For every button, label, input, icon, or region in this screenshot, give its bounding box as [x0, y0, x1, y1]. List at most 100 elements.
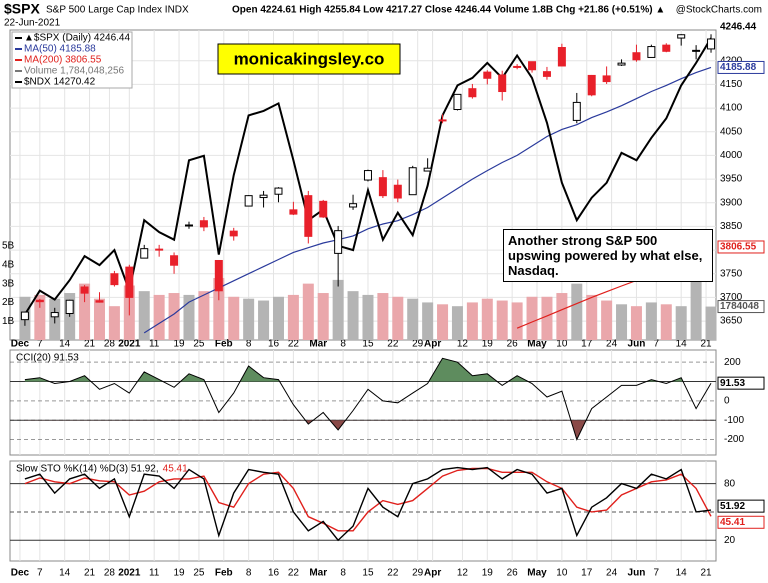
volume-bar	[601, 300, 613, 340]
volume-bar	[287, 294, 299, 340]
candle-body	[692, 49, 701, 52]
x-tick-label: 25	[193, 568, 205, 579]
candle-body	[155, 248, 164, 251]
volume-bar	[496, 300, 508, 340]
volume-bar	[422, 302, 434, 340]
legend-label: $NDX 14270.42	[24, 77, 96, 88]
quote: Open 4224.61 High 4255.84 Low 4217.27 Cl…	[232, 5, 665, 16]
legend-box	[11, 31, 133, 89]
volume-bar	[645, 302, 657, 340]
volume-bar	[332, 279, 344, 340]
y-tick-label: -100	[724, 415, 744, 426]
candle-body	[707, 38, 716, 50]
volume-tick-label: 4B	[2, 259, 15, 270]
y-tick-label: -200	[724, 434, 744, 445]
volume-bar	[168, 293, 180, 340]
x-tick-label: May	[527, 339, 547, 350]
sto-line	[24, 466, 712, 542]
last-value-box	[717, 60, 765, 74]
volume-tick-label: 3B	[2, 278, 15, 289]
candle-body	[662, 44, 671, 52]
candle-body	[677, 34, 686, 39]
candle-body	[304, 195, 313, 237]
candle-body	[393, 184, 402, 199]
series-line	[24, 37, 712, 316]
x-tick-label: May	[527, 568, 547, 579]
x-tick-label: 7	[654, 568, 660, 579]
volume-bar	[34, 294, 46, 340]
banner-box	[217, 43, 401, 75]
x-tick-label: 7	[37, 568, 43, 579]
candle-body	[513, 65, 522, 68]
legend-label: ▲$SPX (Daily) 4246.44	[24, 33, 130, 44]
volume-bar	[377, 293, 389, 340]
candle-body	[528, 61, 537, 71]
x-tick-label: Feb	[215, 568, 233, 579]
y-tick-label: 4150	[720, 79, 743, 90]
volume-bar	[198, 291, 210, 340]
candle-body	[498, 74, 507, 93]
x-tick-label: Mar	[309, 568, 327, 579]
x-tick-label: 8	[246, 339, 252, 350]
panel-legend: Slow STO %K(14) %D(3) 51.92,	[16, 464, 159, 475]
annotation: Another strong S&P 500 upswing powered b…	[503, 229, 713, 282]
x-tick-label: 26	[507, 339, 519, 350]
legend-label: Volume 1,784,048,256	[24, 66, 125, 77]
candle-body	[35, 299, 44, 303]
volume-bar	[541, 296, 553, 340]
last-value-label: 4185.88	[720, 62, 757, 73]
volume-bar	[362, 294, 374, 340]
candle-body	[632, 52, 641, 61]
x-tick-label: 8	[340, 339, 346, 350]
candle-body	[110, 273, 119, 286]
volume-bar	[183, 294, 195, 340]
volume-bar	[481, 298, 493, 340]
x-tick-label: 8	[340, 568, 346, 579]
y-tick-label: 4050	[720, 126, 743, 137]
x-tick-label: Dec	[11, 568, 30, 579]
last-value-label: 3806.55	[720, 242, 757, 253]
volume-bar	[243, 298, 255, 340]
legend-label: MA(50) 4185.88	[24, 44, 96, 55]
x-tick-label: 7	[37, 339, 43, 350]
panel-legend: CCI(20) 91.53	[16, 353, 79, 364]
volume-bar	[302, 283, 314, 340]
candle-body	[453, 93, 462, 111]
x-tick-label: 21	[700, 568, 712, 579]
volume-bar	[272, 296, 284, 340]
panel-frame	[9, 349, 717, 456]
x-tick-label: 12	[457, 339, 469, 350]
cci-fill	[305, 420, 587, 440]
y-tick-label: 3700	[720, 292, 743, 303]
x-tick-label: 2021	[118, 339, 141, 350]
candle-body	[647, 46, 656, 58]
last-value-label: 4246.44	[720, 22, 757, 33]
volume-bar	[93, 298, 105, 340]
index-name: S&P 500 Large Cap Index INDX	[46, 5, 189, 16]
last-value-box	[717, 376, 765, 390]
volume-bar	[616, 304, 628, 340]
candle-body	[438, 119, 447, 122]
x-tick-label: 22	[288, 339, 300, 350]
legend-label: MA(200) 3806.55	[24, 55, 102, 66]
y-tick-label: 20	[724, 535, 736, 546]
volume-bar	[407, 298, 419, 340]
last-value-box	[717, 499, 765, 513]
candle-body	[125, 266, 134, 298]
candle-body	[229, 230, 238, 237]
candle-body	[80, 286, 89, 294]
x-tick-label: Apr	[424, 339, 441, 350]
volume-bar	[437, 304, 449, 340]
x-tick-label: 15	[362, 568, 374, 579]
panel-frame	[9, 460, 717, 562]
volume-bar	[556, 293, 568, 340]
last-value-label: 91.53	[720, 378, 745, 389]
y-tick-label: 3950	[720, 174, 743, 185]
x-tick-label: Jun	[628, 339, 646, 350]
volume-bar	[675, 306, 687, 340]
volume-bar	[258, 300, 270, 340]
x-tick-label: 17	[581, 568, 593, 579]
volume-bar	[392, 296, 404, 340]
candle-body	[602, 75, 611, 83]
